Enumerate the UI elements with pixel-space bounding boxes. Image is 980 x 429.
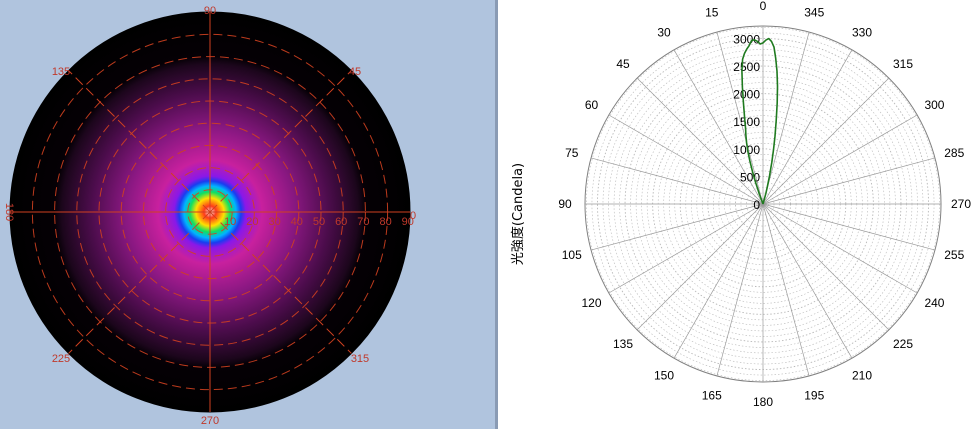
polar-angle-label: 60	[585, 98, 599, 112]
polar-grid-spoke	[608, 203, 764, 294]
polar-angle-label: 135	[613, 337, 633, 351]
heatmap-radial-label: 90	[402, 216, 414, 228]
polar-angle-label: 165	[702, 388, 722, 402]
polar-radial-tick-label: 1500	[733, 115, 760, 129]
polar-angle-label: 150	[654, 368, 674, 382]
heatmap-radial-label: 60	[335, 216, 347, 228]
heatmap-spoke	[68, 211, 211, 354]
polar-radial-tick-label: 0	[753, 198, 760, 212]
polar-grid-spoke	[636, 203, 764, 331]
heatmap-radial-label: 20	[246, 216, 258, 228]
polar-angle-label: 75	[565, 146, 579, 160]
polar-angle-label: 30	[657, 26, 671, 40]
polar-angle-label: 120	[582, 296, 602, 310]
polar-grid-spoke	[590, 157, 764, 205]
heatmap-angle-label: 0	[410, 210, 416, 222]
heatmap-angle-label: 270	[201, 415, 219, 427]
polar-angle-label: 195	[804, 388, 824, 402]
heatmap-angle-label: 180	[3, 203, 15, 221]
heatmap-spoke	[209, 211, 352, 354]
heatmap-radial-label: 70	[357, 216, 369, 228]
heatmap-spoke	[68, 70, 211, 213]
polar-angle-label: 15	[705, 6, 719, 20]
heatmap-angle-label: 45	[349, 66, 361, 78]
polar-radial-tick-label: 3000	[733, 32, 760, 46]
polar-grid-spoke	[762, 203, 810, 377]
polar-angle-label: 300	[924, 98, 944, 112]
polar-angle-label: 210	[852, 368, 872, 382]
polar-grid-spoke	[608, 114, 764, 205]
polar-series-line	[741, 37, 779, 205]
polar-grid-spoke	[673, 49, 764, 205]
polar-angle-label: 255	[944, 248, 964, 262]
heatmap-angle-label: 225	[52, 353, 70, 365]
polar-grid-spoke	[762, 203, 890, 331]
polar-angle-label: 315	[893, 57, 913, 71]
polar-grid-spoke	[590, 203, 764, 251]
polar-radial-tick-label: 500	[740, 170, 760, 184]
polar-grid-spoke	[762, 31, 810, 205]
polar-grid-spoke	[762, 49, 853, 205]
polar-angle-label: 285	[944, 146, 964, 160]
polar-angle-label: 345	[804, 6, 824, 20]
polar-plot-panel: 0 15 30 45 60 75 90 105 120 135 150 165 180 195 210 225…	[498, 0, 980, 429]
polar-angle-label: 105	[562, 248, 582, 262]
panel-divider	[495, 0, 498, 429]
polar-grid-spoke	[762, 157, 936, 205]
heatmap-radial-label: 40	[291, 216, 303, 228]
polar-grid-spoke	[716, 31, 764, 205]
polar-radial-tick-label: 1000	[733, 143, 760, 157]
polar-angle-label: 0	[760, 0, 767, 13]
polar-angle-label: 240	[924, 296, 944, 310]
heatmap-angle-label: 90	[204, 5, 216, 17]
polar-grid-spoke	[762, 203, 918, 294]
heatmap-panel: 90 45 0 315 270 225 180 135 10 20 30 40 50 60 70 80 90	[0, 0, 495, 429]
polar-grid-spoke	[762, 203, 936, 251]
polar-grid-spoke	[762, 77, 890, 205]
heatmap-spoke	[209, 70, 352, 213]
polar-y-axis-title: 光強度(Candela)	[510, 163, 526, 265]
heatmap-angle-label: 315	[351, 353, 369, 365]
heatmap-radial-label: 10	[224, 216, 236, 228]
polar-angle-label: 270	[951, 197, 971, 211]
polar-angle-label: 330	[852, 26, 872, 40]
polar-angle-label: 90	[558, 197, 572, 211]
polar-angle-label: 45	[616, 57, 630, 71]
polar-angle-label: 225	[893, 337, 913, 351]
polar-radial-tick-label: 2500	[733, 60, 760, 74]
heatmap-chart: 90 45 0 315 270 225 180 135 10 20 30 40 50 60 70 80 90	[3, 5, 416, 427]
polar-chart: 0 15 30 45 60 75 90 105 120 135 150 165 180 195 210 225…	[510, 0, 971, 409]
heatmap-angle-label: 135	[52, 66, 70, 78]
heatmap-radial-label: 50	[313, 216, 325, 228]
heatmap-radial-label: 30	[268, 216, 280, 228]
polar-grid-spoke	[762, 114, 918, 205]
polar-grid-spoke	[673, 203, 764, 359]
polar-grid-spoke	[762, 203, 853, 359]
polar-angle-label: 180	[753, 395, 773, 409]
polar-grid-spoke	[636, 77, 764, 205]
polar-radial-tick-label: 2000	[733, 88, 760, 102]
heatmap-radial-label: 80	[379, 216, 391, 228]
polar-grid-spoke	[716, 203, 764, 377]
